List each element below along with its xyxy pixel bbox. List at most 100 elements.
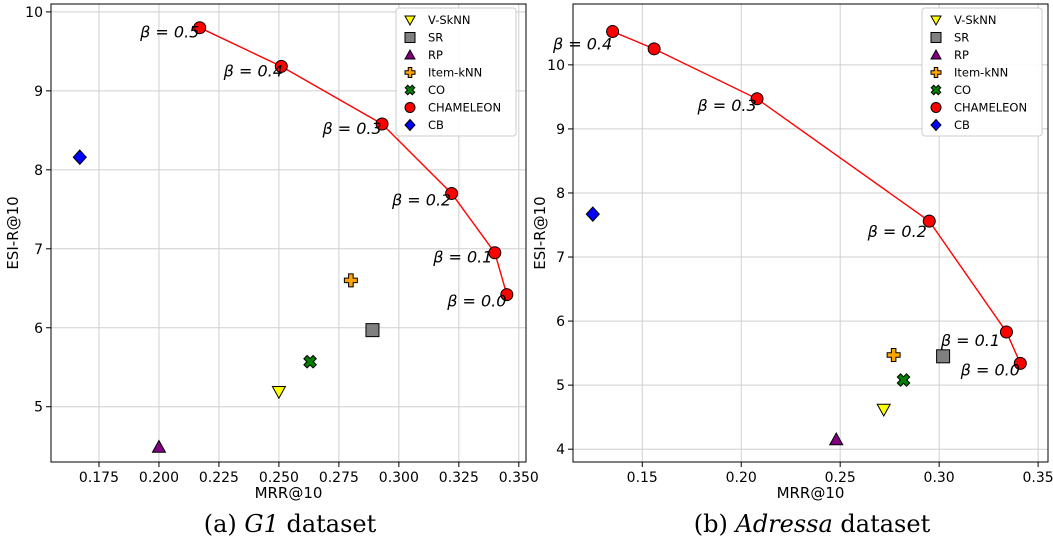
x-tick-label: 0.350	[499, 470, 539, 486]
x-tick-label: 0.275	[319, 470, 359, 486]
legend-marker	[930, 67, 942, 78]
legend-marker	[404, 118, 416, 132]
legend-marker	[404, 67, 416, 78]
data-point	[585, 206, 600, 222]
x-tick-label: 0.250	[259, 470, 299, 486]
y-tick-label: 4	[556, 442, 565, 458]
y-tick-label: 8	[556, 186, 565, 202]
chart-panel-1: 0.175 0.200 0.225 0.250 0.275 0.300 0.325 0.350…	[4, 3, 539, 538]
legend-label: CB	[954, 118, 970, 132]
panel-caption: (b) Adressa dataset	[694, 510, 931, 538]
legend-marker	[404, 84, 416, 96]
data-point	[445, 187, 459, 201]
x-tick-label: 0.15	[627, 470, 658, 486]
y-tick-label: 9	[34, 84, 43, 100]
series-chameleon	[193, 21, 514, 302]
x-axis-label: MRR@10	[777, 484, 845, 502]
x-tick-label: 0.20	[726, 470, 757, 486]
x-tick-label: 0.200	[139, 470, 179, 486]
legend-marker	[930, 48, 942, 60]
data-point	[922, 214, 936, 228]
beta-annotation: β = 0.3	[321, 119, 381, 138]
x-tick-label: 0.35	[1023, 470, 1053, 486]
series-co	[303, 354, 318, 369]
data-point	[750, 92, 764, 106]
data-point	[936, 349, 951, 364]
data-point	[151, 439, 167, 453]
legend-label: RP	[954, 48, 969, 62]
series-chameleon	[606, 25, 1027, 370]
legend-marker	[930, 15, 942, 27]
beta-annotation: β = 0.4	[552, 35, 612, 54]
legend-marker	[404, 15, 416, 27]
y-tick-label: 5	[556, 378, 565, 394]
y-tick-label: 5	[34, 400, 43, 416]
legend-marker	[930, 118, 942, 132]
beta-annotation: β = 0.1	[432, 248, 492, 267]
beta-annotation: β = 0.0	[960, 360, 1020, 379]
beta-annotation: β = 0.5	[139, 23, 199, 42]
data-point	[828, 432, 844, 446]
series-rp	[828, 432, 844, 446]
x-tick-label: 0.25	[825, 470, 856, 486]
data-point	[343, 273, 358, 288]
y-axis-label: ESI-R@10	[531, 196, 549, 269]
data-point	[488, 246, 502, 260]
data-point	[274, 59, 288, 73]
panel-caption: (a) G1 dataset	[204, 510, 377, 538]
legend-box	[921, 7, 1043, 137]
series-item-knn	[343, 273, 358, 288]
plot-frame	[50, 3, 527, 463]
beta-annotation: β = 0.1	[940, 331, 1000, 350]
y-tick-label: 7	[556, 250, 565, 266]
y-tick-label: 9	[556, 122, 565, 138]
x-tick-label: 0.175	[79, 470, 119, 486]
data-point	[886, 348, 901, 363]
data-point	[606, 25, 620, 39]
plot-frame	[572, 3, 1049, 463]
y-tick-label: 7	[34, 242, 43, 258]
legend-label: CHAMELEON	[428, 101, 501, 115]
x-tick-label: 0.300	[379, 470, 419, 486]
legend-marker	[930, 84, 942, 96]
series-v-sknn	[876, 403, 892, 418]
data-point	[1013, 356, 1027, 370]
data-point	[271, 386, 287, 400]
series-rp	[151, 439, 167, 453]
legend-label: CO	[428, 83, 445, 97]
beta-annotation: β = 0.3	[696, 96, 756, 115]
legend: V-SkNN SR RP Item-kNN CO CHAMELEON CB	[395, 7, 517, 137]
x-tick-label: 0.225	[199, 470, 239, 486]
legend: V-SkNN SR RP Item-kNN CO CHAMELEON CB	[921, 7, 1043, 137]
x-axis-label: MRR@10	[255, 484, 323, 502]
series-item-knn	[886, 348, 901, 363]
data-point	[303, 354, 318, 369]
legend-label: SR	[954, 31, 969, 45]
legend-marker	[404, 48, 416, 60]
legend-marker	[930, 102, 942, 113]
y-tick-label: 10	[25, 5, 43, 21]
x-tick-label: 0.325	[439, 470, 479, 486]
legend-box	[395, 7, 517, 137]
y-axis-label: ESI-R@10	[4, 196, 22, 269]
beta-annotation: β = 0.0	[446, 292, 506, 311]
y-tick-label: 6	[556, 314, 565, 330]
legend-marker	[404, 32, 416, 43]
legend-label: V-SkNN	[428, 13, 471, 27]
y-tick-label: 6	[34, 321, 43, 337]
series-v-sknn	[271, 386, 287, 400]
beta-annotation: β = 0.2	[867, 222, 927, 241]
data-point	[365, 323, 380, 338]
y-tick-label: 8	[34, 163, 43, 179]
legend-label: CHAMELEON	[954, 101, 1027, 115]
data-point	[500, 288, 514, 302]
legend-label: Item-kNN	[428, 66, 482, 80]
data-point	[999, 325, 1013, 339]
beta-annotation: β = 0.2	[391, 191, 451, 210]
legend-label: V-SkNN	[954, 13, 997, 27]
legend-label: SR	[428, 31, 443, 45]
series-sr	[936, 349, 951, 364]
legend-label: CO	[954, 83, 971, 97]
data-point	[876, 403, 892, 418]
series-cb	[585, 206, 600, 222]
